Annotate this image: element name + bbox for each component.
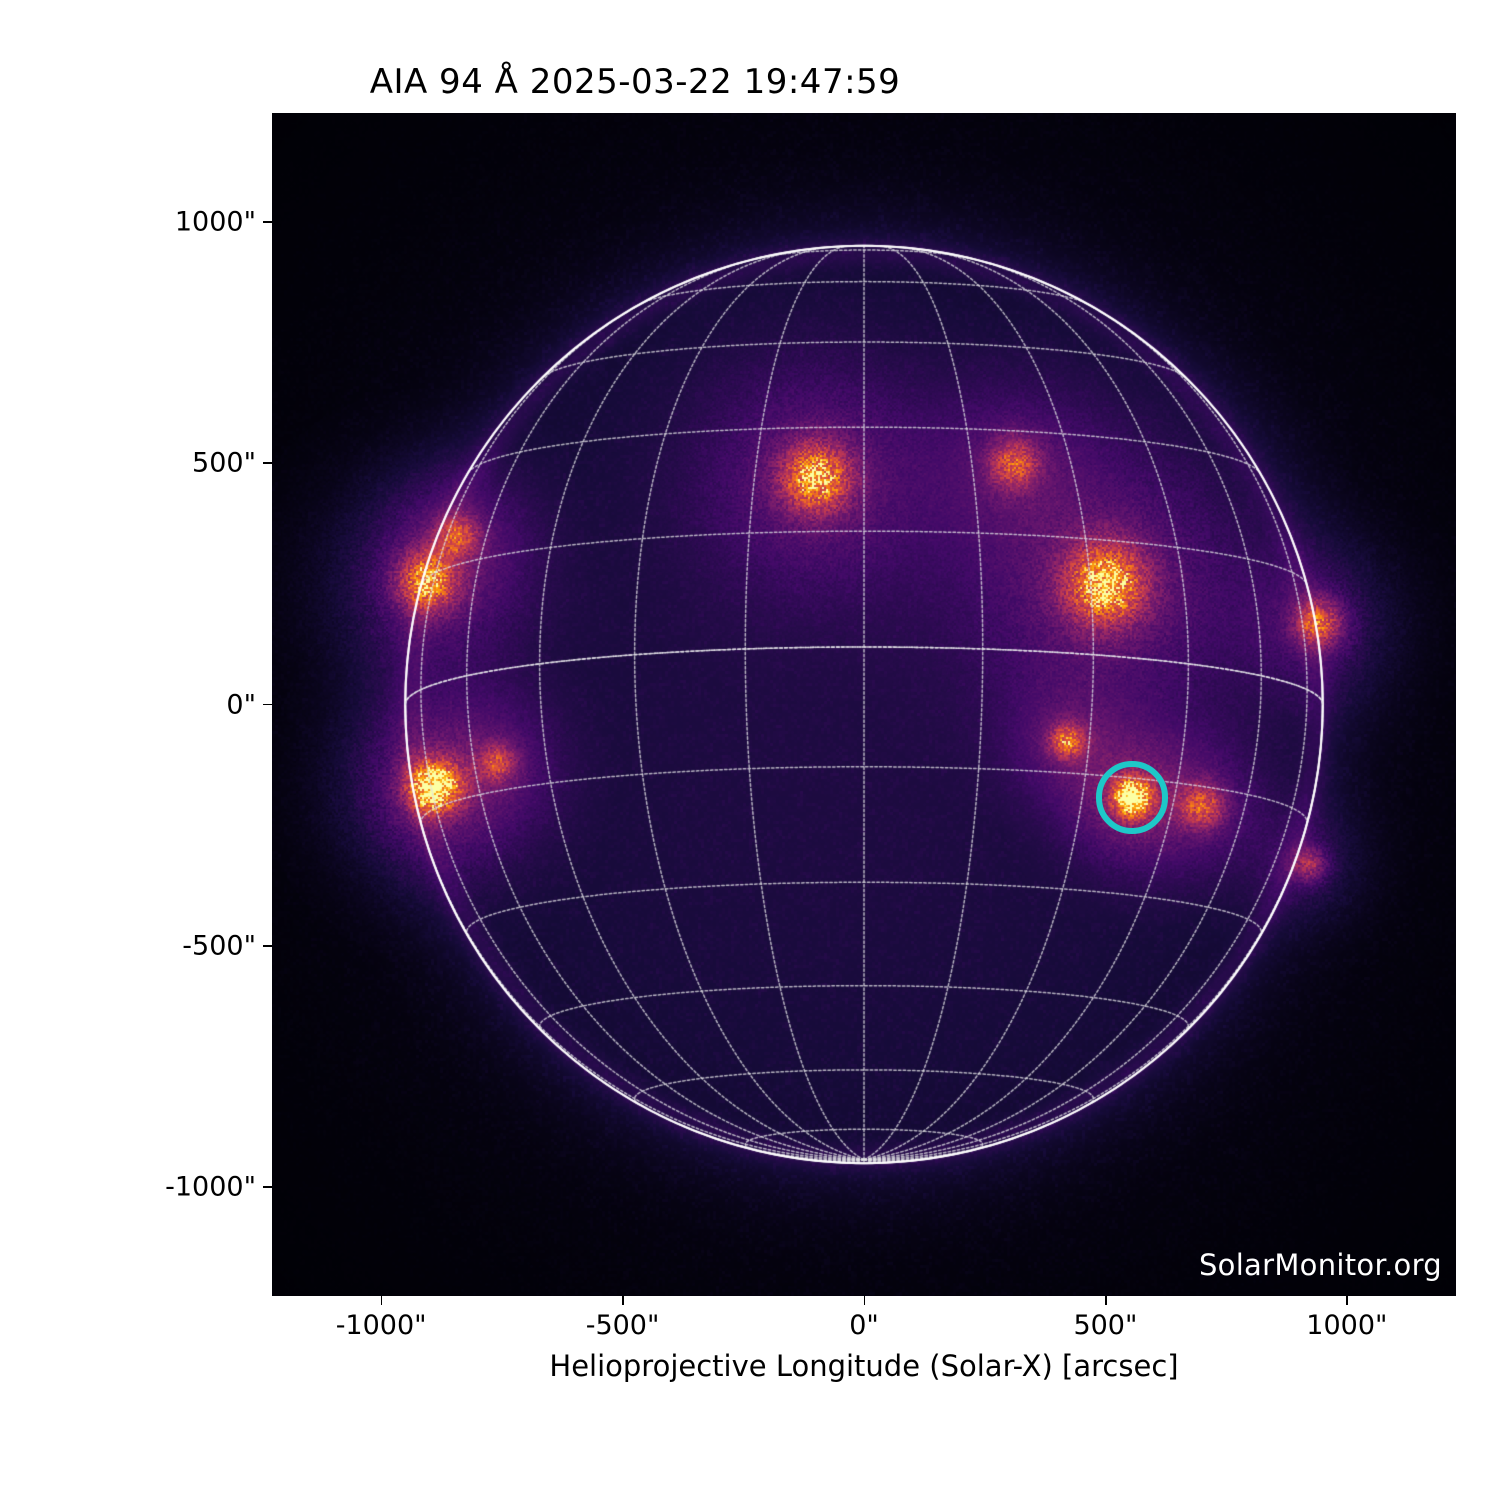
y-tick-label: -1000" <box>165 1171 256 1203</box>
x-tick-mark <box>1346 1296 1348 1305</box>
x-tick-mark <box>1104 1296 1107 1305</box>
figure-title-text: AIA 94 Å 2025-03-22 19:47:59 <box>369 62 901 102</box>
image-plot-area: SolarMonitor.org <box>272 113 1456 1296</box>
x-tick-label: -1000" <box>335 1310 427 1341</box>
x-tick-mark <box>863 1296 866 1305</box>
y-tick-label: 1000" <box>174 206 256 238</box>
y-tick-label: -500" <box>182 930 256 962</box>
x-tick-label: -500" <box>585 1310 660 1341</box>
y-tick-mark <box>263 703 272 706</box>
x-tick-label: 0" <box>849 1310 879 1341</box>
y-tick-mark <box>263 462 272 465</box>
x-tick-label: 500" <box>1073 1310 1138 1341</box>
y-tick-label: 0" <box>226 689 256 720</box>
figure-title: AIA 94 Å 2025-03-22 19:47:59 <box>0 62 1500 102</box>
x-tick-mark <box>380 1296 383 1305</box>
y-tick-label: 500" <box>192 447 256 479</box>
y-tick-mark <box>263 944 272 947</box>
y-tick-mark <box>263 221 272 223</box>
x-tick-label: 1000" <box>1306 1310 1388 1341</box>
x-tick-mark <box>622 1296 624 1305</box>
x-axis-label: Helioprojective Longitude (Solar-X) [arc… <box>549 1349 1179 1383</box>
y-tick-mark <box>263 1186 272 1188</box>
solar-disk-image <box>272 113 1456 1296</box>
